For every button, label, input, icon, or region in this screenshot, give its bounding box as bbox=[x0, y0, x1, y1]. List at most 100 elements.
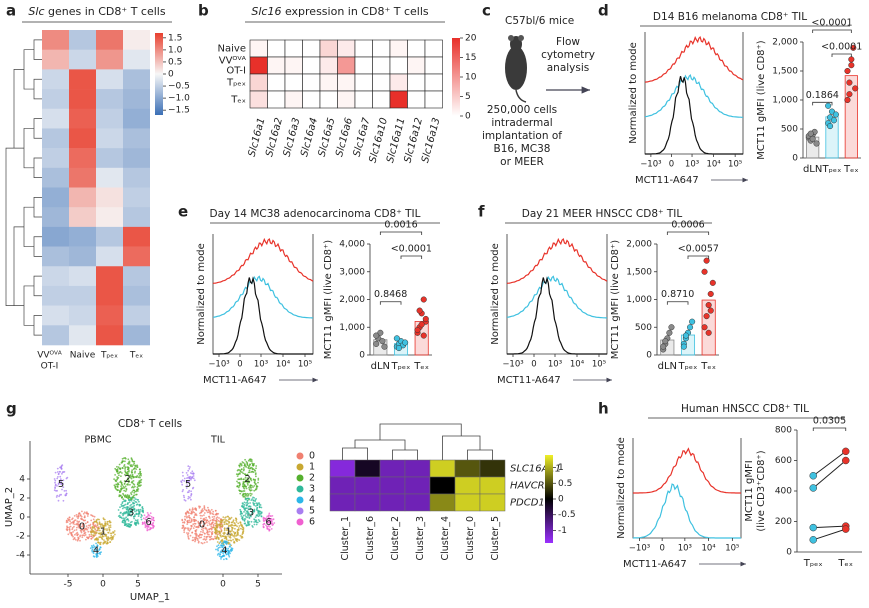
x-tick-label: 10³ bbox=[678, 544, 692, 554]
cell-point bbox=[108, 528, 111, 531]
cell-point bbox=[197, 535, 200, 537]
cell-point bbox=[210, 531, 213, 534]
cell-point bbox=[62, 479, 65, 482]
heatmap-cell bbox=[302, 56, 321, 75]
heatmap-cell bbox=[42, 89, 69, 110]
cell-point bbox=[125, 473, 128, 475]
cell-point bbox=[241, 505, 244, 508]
flow-frame bbox=[644, 32, 744, 155]
cell-point bbox=[76, 520, 79, 523]
x-tick-label: 10⁴ bbox=[570, 360, 585, 370]
cell-point bbox=[188, 514, 191, 517]
cell-point bbox=[130, 457, 133, 459]
cell-point bbox=[84, 519, 87, 522]
cell-point bbox=[123, 486, 126, 489]
cell-point bbox=[62, 499, 65, 502]
cell-point bbox=[67, 517, 69, 520]
colorbar-label: -0.5 bbox=[558, 510, 576, 520]
heatmap-cell bbox=[354, 90, 373, 109]
cell-point bbox=[247, 493, 250, 496]
cell-point bbox=[137, 522, 140, 525]
comparison-bracket bbox=[379, 231, 423, 235]
cell-point bbox=[151, 522, 154, 525]
cell-point bbox=[247, 484, 249, 486]
cell-point bbox=[189, 466, 191, 468]
cell-point bbox=[189, 534, 192, 537]
cell-point bbox=[126, 462, 129, 465]
cell-point bbox=[200, 530, 202, 533]
cell-point bbox=[59, 471, 61, 473]
cell-point bbox=[138, 468, 141, 471]
cell-point bbox=[247, 524, 250, 527]
cell-point bbox=[181, 521, 184, 524]
cell-point bbox=[136, 509, 138, 511]
y-tick-label: 2,000 bbox=[772, 38, 798, 48]
cell-point bbox=[215, 522, 218, 525]
cell-point bbox=[70, 522, 73, 524]
axis-title: UMAP_2 bbox=[4, 487, 15, 527]
cell-point bbox=[135, 465, 137, 468]
cell-point bbox=[244, 509, 247, 512]
cell-point bbox=[194, 513, 197, 516]
cell-point bbox=[243, 511, 245, 513]
cell-point bbox=[186, 481, 189, 484]
cell-point bbox=[84, 522, 87, 525]
cell-point bbox=[133, 508, 135, 511]
cell-point bbox=[242, 503, 245, 505]
heatmap-cell bbox=[267, 90, 286, 109]
cell-point bbox=[233, 522, 236, 524]
heatmap-cell bbox=[96, 207, 123, 228]
cell-point bbox=[81, 536, 84, 539]
cell-point bbox=[220, 556, 222, 558]
cell-point bbox=[250, 493, 253, 495]
cell-point bbox=[128, 525, 131, 528]
cell-point bbox=[150, 520, 153, 522]
cell-point bbox=[123, 500, 125, 503]
cell-point bbox=[239, 492, 242, 495]
data-point bbox=[703, 313, 710, 320]
cell-point bbox=[223, 521, 226, 524]
cell-point bbox=[187, 497, 190, 500]
heatmap-cell bbox=[69, 49, 96, 70]
cell-point bbox=[134, 470, 137, 473]
cell-point bbox=[116, 468, 119, 470]
cell-point bbox=[77, 517, 79, 520]
cell-point bbox=[232, 535, 235, 537]
heatmap-cell bbox=[69, 266, 96, 287]
heatmap-cell bbox=[96, 246, 123, 267]
cell-point bbox=[93, 515, 96, 518]
cell-point bbox=[246, 520, 249, 522]
cell-point bbox=[205, 521, 208, 523]
cell-point bbox=[234, 537, 237, 540]
x-tick-label: 0 bbox=[669, 160, 674, 170]
cell-point bbox=[249, 508, 252, 511]
cell-point bbox=[247, 479, 250, 481]
cell-point bbox=[244, 473, 246, 475]
cell-point bbox=[110, 532, 113, 535]
cell-point bbox=[243, 468, 245, 471]
cell-point bbox=[259, 504, 262, 506]
x-tick-label: 5 bbox=[255, 580, 261, 590]
cell-point bbox=[187, 516, 190, 518]
heatmap-cell bbox=[69, 89, 96, 110]
cell-point bbox=[203, 535, 206, 538]
cell-point bbox=[126, 497, 129, 499]
heatmap-cell bbox=[424, 39, 443, 58]
cell-point bbox=[83, 515, 86, 517]
cell-point bbox=[124, 469, 126, 471]
heatmap-cell bbox=[96, 30, 123, 50]
p-value: 0.0016 bbox=[384, 220, 417, 231]
y-tick-label: 500 bbox=[635, 323, 652, 333]
heatmap-cell bbox=[267, 56, 286, 75]
cell-point bbox=[225, 523, 228, 525]
cell-point bbox=[240, 464, 243, 467]
y-tick-label: 4,000 bbox=[339, 240, 365, 250]
heatmap-cell bbox=[354, 73, 373, 92]
cell-point bbox=[125, 495, 128, 498]
cell-point bbox=[214, 529, 217, 532]
cell-point bbox=[255, 475, 257, 478]
column-label: Cluster_2 bbox=[390, 516, 401, 561]
cell-point bbox=[189, 475, 192, 478]
panel-title: Day 21 MEER HNSCC CD8⁺ TIL bbox=[522, 208, 683, 220]
cell-point bbox=[210, 523, 213, 526]
